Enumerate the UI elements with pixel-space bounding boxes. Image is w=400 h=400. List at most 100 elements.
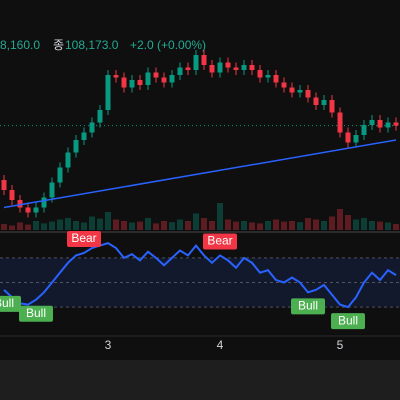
volume-bar: [153, 223, 159, 230]
signal-box: [331, 313, 365, 330]
volume-bar: [201, 218, 207, 230]
volume-bar: [129, 222, 135, 230]
trendline: [3, 139, 397, 209]
volume-bar: [257, 223, 263, 230]
candle: [273, 75, 279, 83]
candle: [9, 190, 15, 200]
candle: [385, 122, 391, 128]
volume-bar: [377, 221, 383, 230]
header-close: 108,173.0: [65, 38, 119, 52]
candle: [57, 167, 63, 183]
volume-bar: [345, 215, 351, 230]
volume-bar: [81, 222, 87, 230]
volume-bar: [305, 218, 311, 230]
candle: [49, 182, 55, 198]
volume-bar: [57, 219, 63, 230]
volume-bar: [41, 223, 47, 230]
volume-bar: [233, 221, 239, 230]
candle: [113, 75, 119, 78]
candle: [129, 80, 135, 88]
volume-bar: [209, 221, 215, 230]
candle: [329, 100, 335, 113]
volume-bar: [321, 221, 327, 230]
candle: [393, 122, 399, 126]
candle: [313, 97, 319, 105]
header-price: 8,160.0: [0, 38, 40, 52]
candle: [345, 132, 351, 143]
volume-bar: [65, 218, 71, 230]
candle: [257, 70, 263, 78]
volume-bar: [169, 222, 175, 230]
volume-bar: [145, 218, 151, 230]
candle: [161, 77, 167, 83]
candle: [377, 120, 383, 128]
candle: [177, 67, 183, 75]
volume-bar: [225, 219, 231, 230]
candle: [281, 82, 287, 88]
candle: [297, 90, 303, 93]
candle: [225, 62, 231, 68]
signal-label: Bull: [298, 299, 318, 313]
candle: [369, 120, 375, 125]
candle: [33, 207, 39, 213]
volume-bar: [329, 216, 335, 230]
volume-bar: [73, 221, 79, 230]
signal-label: Bull: [0, 296, 14, 310]
candle: [121, 77, 127, 88]
volume-bar: [337, 209, 343, 230]
volume-bar: [97, 218, 103, 230]
volume-bar: [105, 212, 111, 230]
volume-bar: [393, 224, 399, 230]
volume-bar: [9, 225, 15, 230]
volume-bar: [353, 219, 359, 230]
signal-box: [0, 295, 21, 312]
candle: [353, 135, 359, 143]
candle: [89, 122, 95, 133]
candle: [17, 200, 23, 208]
volume-bar: [121, 221, 127, 230]
signal-label: Bull: [338, 313, 358, 327]
candle: [137, 80, 143, 85]
candle: [289, 87, 295, 93]
volume-bar: [241, 221, 247, 230]
volume-bar: [185, 221, 191, 230]
volume-bar: [177, 219, 183, 230]
candle: [81, 132, 87, 140]
candle: [249, 65, 255, 70]
bottom-bar: [0, 360, 400, 400]
volume-bar: [1, 224, 7, 230]
candle: [169, 75, 175, 83]
volume-bar: [113, 219, 119, 230]
volume-bar: [385, 222, 391, 230]
volume-bar: [33, 221, 39, 230]
signal-box: [203, 233, 237, 250]
volume-bar: [193, 213, 199, 230]
volume-bar: [49, 221, 55, 230]
signal-label: Bear: [207, 234, 232, 248]
volume-bar: [89, 216, 95, 230]
candle: [145, 72, 151, 85]
x-tick-label: 5: [337, 338, 344, 352]
candle: [25, 207, 31, 213]
signal-label: Bear: [71, 231, 96, 245]
signal-box: [291, 298, 325, 315]
candle: [209, 65, 215, 73]
candle: [65, 152, 71, 168]
rsi-line: [3, 242, 397, 309]
volume-bar: [265, 221, 271, 230]
candle: [305, 90, 311, 98]
candle: [1, 180, 7, 190]
header-close-prefix: 종: [53, 38, 64, 52]
candle: [97, 110, 103, 123]
volume-bar: [25, 224, 31, 230]
candle: [361, 125, 367, 135]
volume-bar: [281, 221, 287, 230]
volume-bar: [17, 222, 23, 230]
volume-bar: [161, 221, 167, 230]
signal-box: [67, 230, 101, 247]
volume-bar: [361, 218, 367, 230]
candle: [153, 72, 159, 78]
volume-bar: [297, 222, 303, 230]
